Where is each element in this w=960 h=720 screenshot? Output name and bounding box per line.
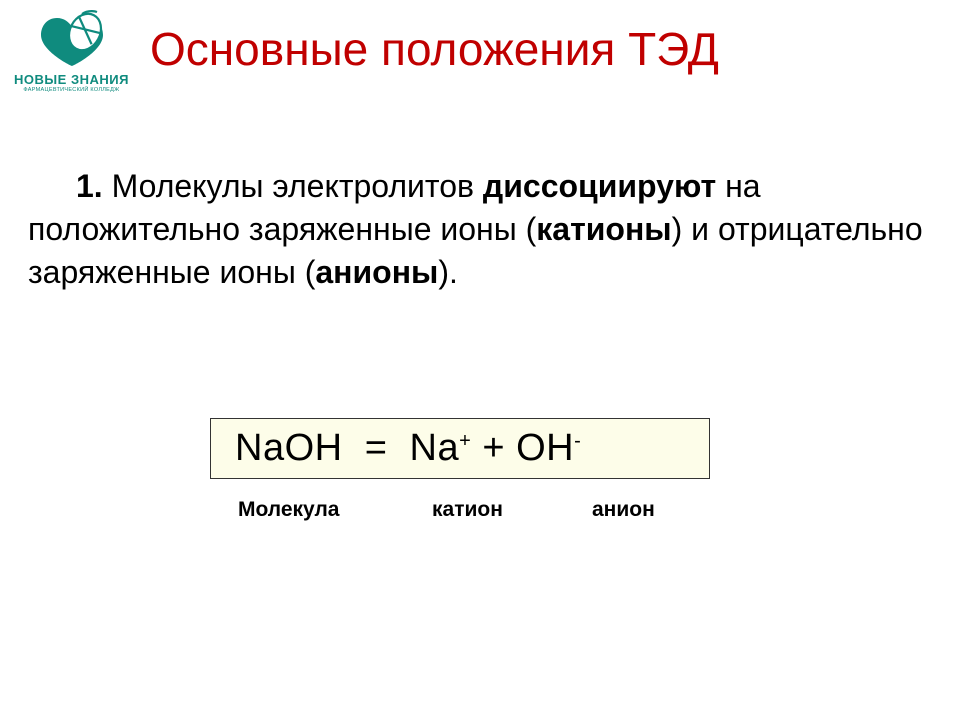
logo: НОВЫЕ ЗНАНИЯ ФАРМАЦЕВТИЧЕСКИЙ КОЛЛЕДЖ (14, 10, 129, 93)
para-seg-5: анионы (315, 254, 438, 290)
body-paragraph: 1. Молекулы электролитов диссоциируют на… (28, 165, 932, 295)
logo-title: НОВЫЕ ЗНАНИЯ (14, 72, 129, 87)
slide-title: Основные положения ТЭД (150, 22, 719, 76)
eq-compound: NaOH (235, 427, 343, 469)
label-anion: анион (592, 498, 655, 522)
eq-anion-base: OH (516, 427, 574, 469)
eq-anion-charge: - (574, 430, 581, 452)
heart-mouse-icon (37, 10, 107, 70)
para-seg-0: Молекулы электролитов (103, 168, 483, 204)
para-seg-3: катионы (536, 211, 671, 247)
label-cation: катион (432, 498, 503, 522)
list-number: 1. (76, 168, 103, 204)
eq-plus: + (482, 427, 505, 469)
eq-cation-base: Na (410, 427, 460, 469)
para-seg-6: ). (438, 254, 458, 290)
logo-subtitle: ФАРМАЦЕВТИЧЕСКИЙ КОЛЛЕДЖ (14, 87, 129, 93)
equation-box: NaOH = Na+ + OH- (210, 418, 710, 479)
eq-equals: = (365, 427, 388, 469)
label-molecule: Молекула (238, 498, 339, 522)
para-seg-1: диссоциируют (483, 168, 716, 204)
eq-cation-charge: + (459, 430, 471, 452)
